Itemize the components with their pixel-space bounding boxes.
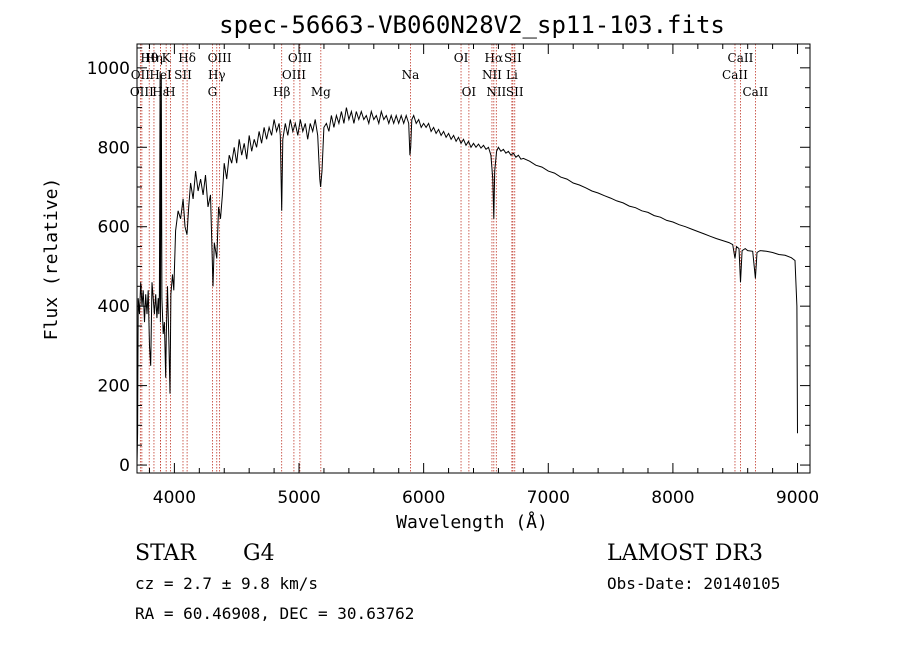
marker-label-28: CaII xyxy=(742,85,768,99)
y-tick-label-0: 0 xyxy=(119,456,130,476)
marker-label-27: CaII xyxy=(722,68,748,82)
x-tick-label-8000: 8000 xyxy=(651,488,694,508)
marker-label-9: Hδ xyxy=(178,51,196,65)
y-tick-label-200: 200 xyxy=(98,377,130,397)
marker-label-17: Na xyxy=(402,68,420,82)
marker-label-12: G xyxy=(208,85,218,99)
spectrum-series-line xyxy=(136,71,798,466)
marker-label-18: OI xyxy=(454,51,469,65)
marker-label-1: OII xyxy=(131,68,151,82)
y-tick-label-800: 800 xyxy=(98,138,130,158)
y-axis: 0 200 400 600 800 1000 xyxy=(87,47,810,476)
plot-frame xyxy=(136,43,811,474)
marker-label-23: Li xyxy=(506,68,518,82)
marker-label-10: OIII xyxy=(208,51,232,65)
marker-label-22: NII xyxy=(482,68,502,82)
x-tick-label-9000: 9000 xyxy=(776,488,819,508)
y-tick-label-600: 600 xyxy=(98,218,130,238)
marker-label-20: Hα xyxy=(485,51,504,65)
chart-title: spec-56663-VB060N28V2_sp11-103.fits xyxy=(219,11,725,39)
x-tick-label-5000: 5000 xyxy=(277,488,320,508)
observation-date: Obs-Date: 20140105 xyxy=(607,574,780,593)
survey-name: LAMOST DR3 xyxy=(607,541,763,566)
marker-label-11: Hγ xyxy=(208,68,226,82)
marker-label-2: OIII xyxy=(130,85,154,99)
x-tick-label-6000: 6000 xyxy=(402,488,445,508)
marker-label-8: H xyxy=(165,85,175,99)
marker-label-25: SII xyxy=(506,85,524,99)
y-tick-label-400: 400 xyxy=(98,297,130,317)
marker-label-7: SII xyxy=(174,68,192,82)
redshift-velocity: cz = 2.7 ± 9.8 km/s xyxy=(135,574,318,593)
marker-label-26: CaII xyxy=(728,51,754,65)
sky-coordinates: RA = 60.46908, DEC = 30.63762 xyxy=(135,604,414,623)
y-axis-label: Flux (relative) xyxy=(41,178,62,341)
marker-label-3: Hη xyxy=(145,51,163,65)
marker-label-6: K xyxy=(162,51,172,65)
marker-label-16: Mg xyxy=(311,85,331,99)
marker-label-21: SII xyxy=(504,51,522,65)
x-tick-label-7000: 7000 xyxy=(527,488,570,508)
x-axis-label: Wavelength (Å) xyxy=(396,511,548,533)
x-axis: 4000 5000 6000 7000 8000 9000 xyxy=(148,44,819,508)
marker-label-14: OIII xyxy=(282,68,306,82)
marker-label-13: OIII xyxy=(288,51,312,65)
y-tick-label-1000: 1000 xyxy=(87,59,130,79)
object-class: STAR xyxy=(135,541,197,566)
marker-label-15: Hβ xyxy=(273,85,290,99)
x-tick-label-4000: 4000 xyxy=(153,488,196,508)
object-subclass: G4 xyxy=(243,541,275,566)
marker-label-24: NII xyxy=(486,85,506,99)
marker-label-19: OI xyxy=(462,85,477,99)
